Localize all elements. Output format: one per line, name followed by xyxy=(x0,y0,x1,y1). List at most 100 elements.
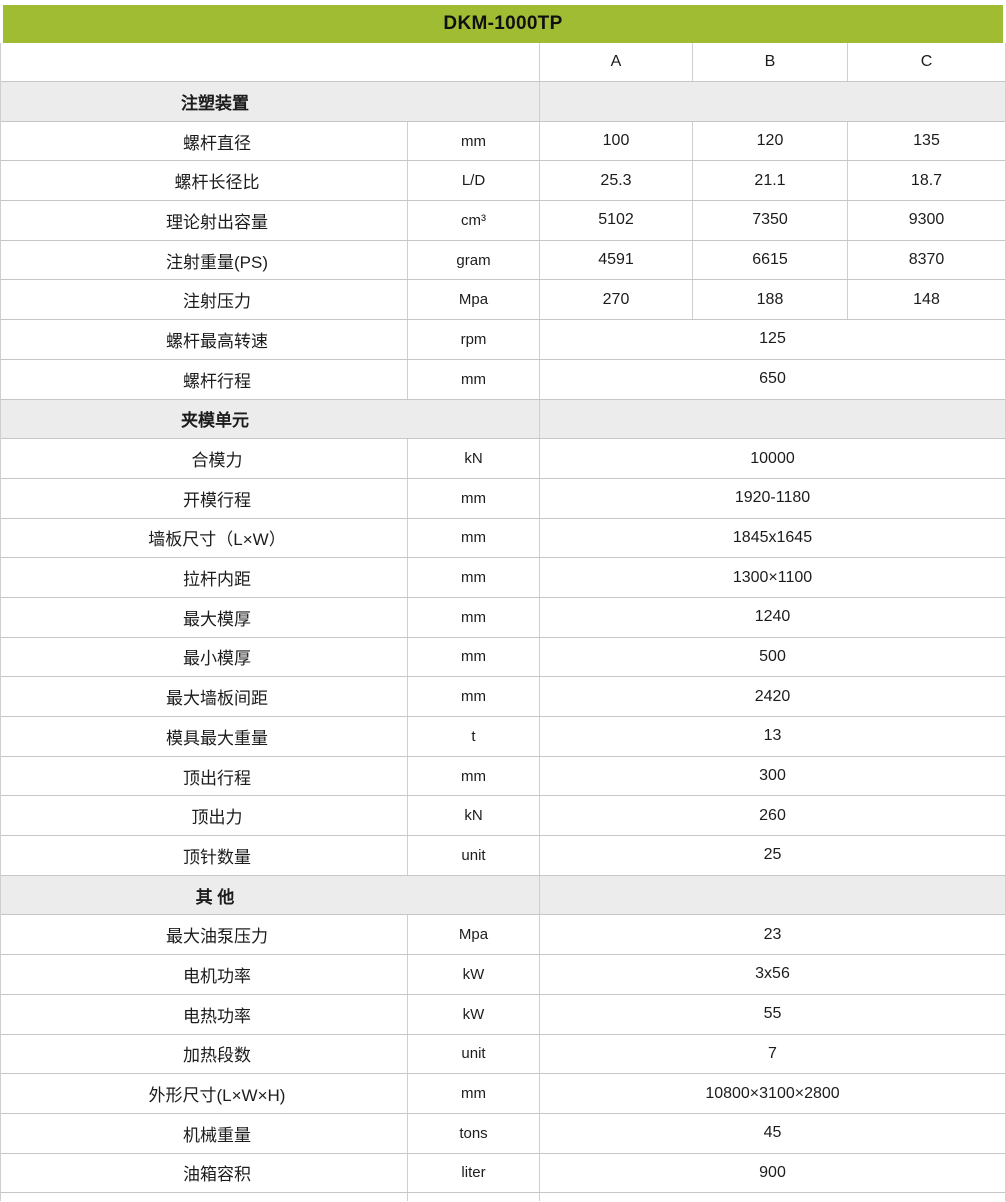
spec-label: 顶针数量 xyxy=(183,847,251,867)
spec-unit: L/D xyxy=(407,161,539,201)
spec-value-merged: 1845x1645 xyxy=(539,518,1005,558)
spec-row: 最大模厚 mm 1240 xyxy=(1,597,1005,638)
spec-row: 顶出力 kN 260 xyxy=(1,796,1005,837)
section-header-label: 其 他 xyxy=(195,887,235,907)
spec-value: 148 xyxy=(847,280,1005,320)
model-title: DKM-1000TP xyxy=(443,13,563,34)
spec-row: 机械重量 tons 45 xyxy=(1,1113,1005,1154)
spec-row: 模具最大重量 t 13 xyxy=(1,717,1005,757)
spec-unit: kW xyxy=(407,955,539,994)
spec-label: 电热功率 xyxy=(183,1006,251,1026)
spec-value-merged: 3x56 xyxy=(539,955,1005,994)
spec-unit: mm xyxy=(407,518,539,558)
spec-unit: kN xyxy=(407,796,539,836)
column-header-row: A B C xyxy=(1,43,1005,82)
spec-value-merged: 300 xyxy=(539,756,1005,796)
spec-label: 螺杆直径 xyxy=(183,133,251,153)
spec-value-merged: 55 xyxy=(539,994,1005,1034)
spec-row: 螺杆长径比 L/D 25.3 21.1 18.7 xyxy=(1,161,1005,202)
section-header-label: 注塑装置 xyxy=(181,93,249,113)
spec-row: 顶针数量 unit 25 xyxy=(1,836,1005,876)
spec-value-merged: 45 xyxy=(539,1113,1005,1153)
spec-label: 最小模厚 xyxy=(183,649,251,669)
spec-row: 外形尺寸(L×W×H) mm 10800×3100×2800 xyxy=(1,1074,1005,1114)
spec-unit: kW xyxy=(407,994,539,1034)
spec-label: 墙板尺寸（L×W） xyxy=(148,530,286,550)
spec-unit: mm xyxy=(407,597,539,637)
spec-row: 电机功率 kW 3x56 xyxy=(1,955,1005,995)
spec-row: 最大墙板间距 mm 2420 xyxy=(1,677,1005,717)
spec-label: 模具最大重量 xyxy=(166,728,268,748)
spec-unit: gram xyxy=(407,240,539,280)
spec-unit: Mpa xyxy=(407,915,539,955)
spec-value: 8370 xyxy=(847,240,1005,280)
spec-value-merged: 125 xyxy=(539,320,1005,359)
spec-value: 188 xyxy=(692,280,847,320)
spec-value-merged: 260 xyxy=(539,796,1005,836)
spec-unit: liter xyxy=(407,1153,539,1193)
spec-row: 加热段数 unit 7 xyxy=(1,1034,1005,1075)
spec-row: 理论射出容量 cm³ 5102 7350 9300 xyxy=(1,201,1005,241)
section-header-label: 夹模单元 xyxy=(181,411,249,431)
section-header-row: 夹模单元 xyxy=(1,399,1005,440)
spec-label: 螺杆最高转速 xyxy=(166,331,268,351)
spec-value-merged: 650 xyxy=(539,359,1005,399)
section-header-row: 其 他 xyxy=(1,875,1005,916)
spec-label: 最大墙板间距 xyxy=(166,689,268,709)
column-header-b: B xyxy=(692,43,847,81)
spec-row: 最大油泵压力 Mpa 23 xyxy=(1,915,1005,956)
spec-unit: mm xyxy=(407,756,539,796)
spec-value-merged: 1240 xyxy=(539,597,1005,637)
spec-row: 最小模厚 mm 500 xyxy=(1,637,1005,678)
spec-row: 螺杆行程 mm 650 xyxy=(1,359,1005,400)
spec-row: 开模行程 mm 1920-1180 xyxy=(1,478,1005,519)
spec-value: 5102 xyxy=(539,201,692,240)
spec-row: 拉杆内距 mm 1300×1100 xyxy=(1,558,1005,598)
spec-label: 开模行程 xyxy=(183,490,251,510)
spec-unit: mm xyxy=(407,1074,539,1113)
section-header-row: 注塑装置 xyxy=(1,82,1005,122)
spec-row: 墙板尺寸（L×W） mm 1845x1645 xyxy=(1,518,1005,559)
spec-label: 电机功率 xyxy=(183,966,251,986)
spec-value: 7350 xyxy=(692,201,847,240)
model-title-bar: DKM-1000TP xyxy=(3,5,1003,43)
spec-value: 9300 xyxy=(847,201,1005,240)
spec-unit: mm xyxy=(407,637,539,677)
spec-label: 螺杆行程 xyxy=(183,371,251,391)
spec-unit: t xyxy=(407,717,539,756)
spec-unit: rpm xyxy=(407,320,539,359)
spec-unit: tons xyxy=(407,1113,539,1153)
spec-unit: cm³ xyxy=(407,201,539,240)
cutoff-value-cell xyxy=(539,1193,1005,1202)
spec-unit: mm xyxy=(407,677,539,716)
spec-unit: mm xyxy=(407,121,539,161)
spec-row: 电热功率 kW 55 xyxy=(1,994,1005,1035)
column-header-a: A xyxy=(539,43,692,81)
spec-row: 螺杆直径 mm 100 120 135 xyxy=(1,121,1005,162)
spec-unit: mm xyxy=(407,359,539,399)
cutoff-unit-cell xyxy=(407,1193,539,1202)
spec-label: 螺杆长径比 xyxy=(174,173,260,193)
spec-label: 合模力 xyxy=(191,451,243,471)
spec-value-merged: 7 xyxy=(539,1034,1005,1074)
spec-value-merged: 900 xyxy=(539,1153,1005,1193)
table-body: 注塑装置 螺杆直径 mm 100 120 135 螺杆长径比 L/D 25.3 21.… xyxy=(1,82,1005,1194)
spec-value: 100 xyxy=(539,121,692,161)
section-header-filler xyxy=(539,875,1005,915)
spec-label: 最大油泵压力 xyxy=(166,927,268,947)
spec-value-merged: 500 xyxy=(539,637,1005,677)
spec-value-merged: 1920-1180 xyxy=(539,478,1005,518)
cutoff-row xyxy=(1,1193,1005,1202)
spec-row: 注射重量(PS) gram 4591 6615 8370 xyxy=(1,240,1005,281)
spec-value-merged: 13 xyxy=(539,717,1005,756)
spec-label: 注射压力 xyxy=(183,292,251,312)
spec-unit: kN xyxy=(407,439,539,478)
spec-value: 18.7 xyxy=(847,161,1005,201)
spec-value: 4591 xyxy=(539,240,692,280)
spec-label: 顶出力 xyxy=(191,808,243,828)
spec-value: 120 xyxy=(692,121,847,161)
spec-value: 270 xyxy=(539,280,692,320)
spec-unit: Mpa xyxy=(407,280,539,320)
spec-table: A B C 注塑装置 螺杆直径 mm 100 120 135 螺杆长径比 L/D 2… xyxy=(0,43,1006,1202)
